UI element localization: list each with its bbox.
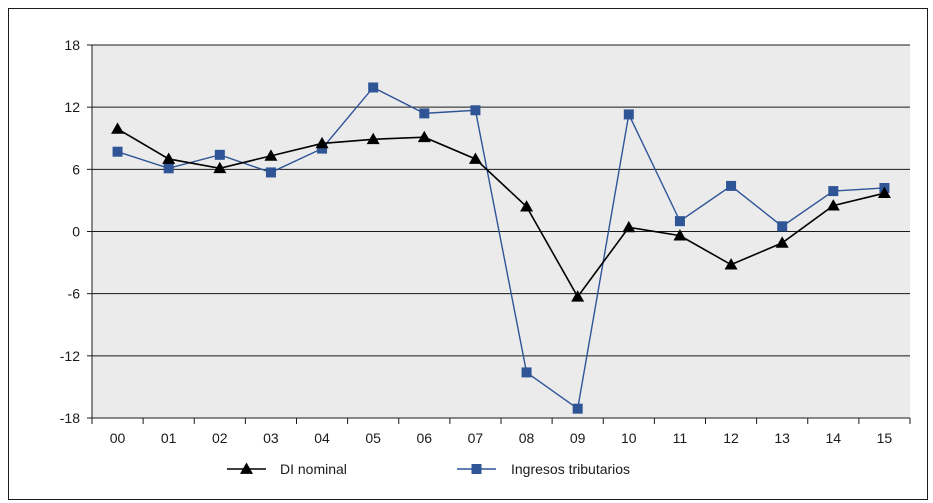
data-point [368, 82, 379, 93]
y-tick-label: 18 [64, 37, 80, 53]
x-tick-label: 01 [161, 430, 177, 446]
data-point [163, 163, 174, 174]
x-tick-label: 15 [877, 430, 893, 446]
data-point [317, 143, 328, 154]
legend-item: Ingresos tributarios [457, 461, 630, 477]
x-tick-label: 10 [621, 430, 637, 446]
x-tick-label: 14 [826, 430, 842, 446]
x-tick-label: 04 [314, 430, 330, 446]
y-tick-label: 12 [64, 99, 80, 115]
data-point [419, 108, 430, 119]
data-point [366, 132, 380, 145]
data-point [828, 186, 839, 197]
data-point [623, 109, 634, 120]
x-tick-label: 11 [673, 430, 688, 446]
data-point [674, 216, 685, 227]
y-tick-label: -6 [68, 286, 81, 302]
data-point [162, 152, 176, 164]
data-point [571, 290, 585, 302]
data-point [726, 180, 737, 191]
x-tick-label: 03 [263, 430, 279, 446]
x-tick-label: 06 [417, 430, 433, 446]
x-tick-label: 08 [519, 430, 535, 446]
data-point [826, 199, 840, 211]
y-tick-label: -12 [60, 348, 80, 364]
series-di-nominal [111, 122, 891, 302]
x-tick-label: 13 [774, 430, 790, 446]
data-point [468, 152, 482, 164]
data-point [520, 200, 534, 212]
data-point [777, 221, 788, 232]
x-tick-label: 00 [110, 430, 126, 446]
y-tick-label: 0 [72, 224, 80, 240]
y-axis-ticks: 18 12 6 0 -6 -12 -18 [60, 37, 93, 426]
y-tick-label: 6 [72, 161, 80, 177]
x-tick-label: 05 [365, 430, 381, 446]
legend-marker [471, 464, 482, 474]
data-point [264, 149, 278, 161]
data-point [775, 236, 789, 248]
x-tick-label: 07 [468, 430, 484, 446]
legend-label: DI nominal [280, 461, 347, 477]
series-line [117, 86, 885, 410]
data-point [673, 229, 687, 241]
data-point [470, 105, 481, 116]
legend-marker [240, 462, 253, 474]
data-point [622, 220, 636, 233]
series-line [117, 128, 885, 299]
data-point [213, 161, 227, 174]
data-point [572, 403, 583, 414]
data-point [315, 136, 329, 149]
legend-item: DI nominal [227, 461, 347, 477]
x-tick-label: 12 [723, 430, 739, 446]
data-point [112, 146, 123, 157]
data-point [417, 130, 431, 143]
data-point [521, 367, 532, 378]
legend-label: Ingresos tributarios [511, 461, 630, 477]
x-tick-label: 09 [570, 430, 586, 446]
data-point [877, 186, 891, 199]
data-point [214, 149, 225, 160]
data-point [265, 167, 276, 178]
data-point [111, 122, 125, 134]
data-point [724, 258, 738, 270]
x-tick-label: 02 [212, 430, 228, 446]
x-axis: 00 01 02 03 04 05 06 07 08 09 10 11 12 13 14 15 [91, 417, 911, 446]
y-tick-label: -18 [60, 410, 80, 426]
legend: DI nominal Ingresos tributarios [227, 461, 630, 477]
series-layer [111, 82, 891, 414]
